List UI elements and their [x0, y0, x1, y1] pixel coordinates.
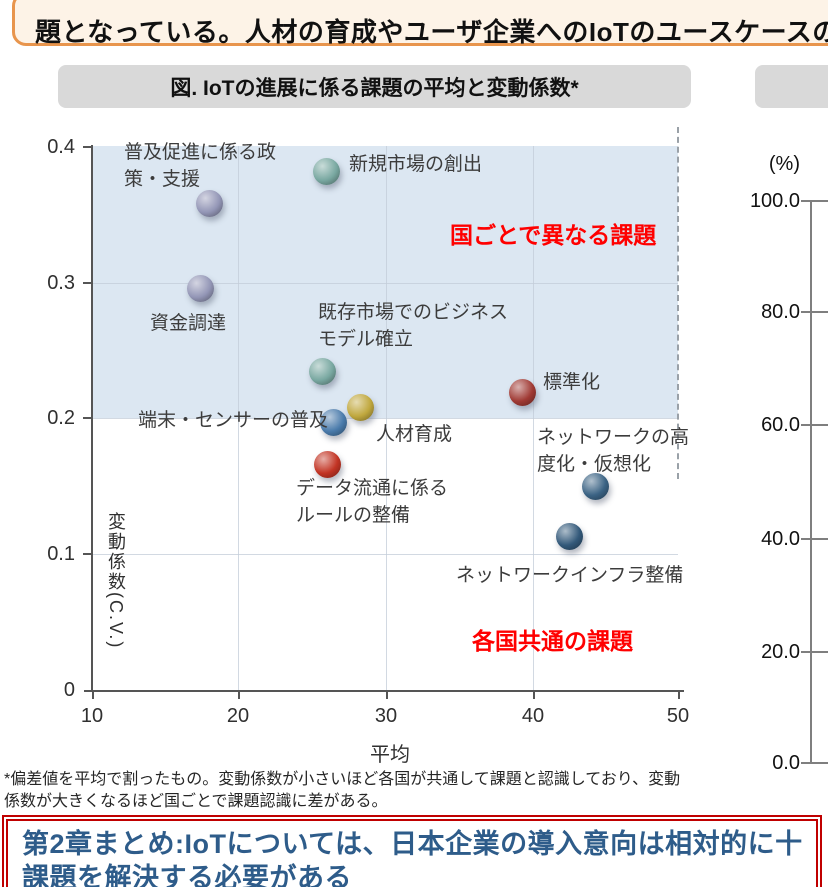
y-tick-label: 0.2: [47, 407, 75, 429]
summary-box-inner-border: 第2章まとめ:IoTについては、日本企業の導入意向は相対的に十 課題を解決する必…: [6, 819, 818, 887]
point-label: 普及促進に係る政 策・支援: [124, 142, 277, 190]
point-label: ネットワークインフラ整備: [456, 565, 684, 586]
point-label: ネットワークの高 度化・仮想化: [537, 427, 690, 475]
y-tick-label: 0.4: [47, 136, 75, 158]
right-chart-tick: [801, 651, 828, 653]
x-tick: [92, 691, 94, 699]
x-tick: [678, 691, 680, 699]
x-tick: [533, 691, 535, 699]
right-chart-tick: [801, 762, 828, 764]
y-tick: [83, 146, 92, 148]
y-tick-label: 0.3: [47, 272, 75, 294]
grid-line-h: [93, 418, 678, 419]
figure-title-box-right-partial: [755, 65, 828, 108]
y-axis-line: [91, 145, 93, 691]
x-tick-label: 20: [226, 705, 250, 727]
scatter-point: [308, 358, 336, 386]
figure-title-box: 図. IoTの進展に係る課題の平均と変動係数*: [58, 65, 691, 108]
point-label: 新規市場の創出: [349, 154, 483, 175]
annotation-common-issues: 各国共通の課題: [472, 628, 633, 654]
top-banner-text: 題となっている。人材の育成やユーザ企業へのIoTのユースケースの: [35, 17, 828, 47]
annotation-country-specific-issues: 国ごとで異なる課題: [450, 222, 657, 248]
x-tick: [386, 691, 388, 699]
scatter-point: [314, 450, 342, 478]
right-chart-tick: [801, 311, 828, 313]
y-tick: [83, 553, 92, 555]
right-chart-tick: [801, 424, 828, 426]
x-tick-label: 10: [80, 705, 104, 727]
point-label: 人材育成: [376, 424, 453, 445]
point-label: 端末・センサーの普及: [138, 410, 329, 431]
right-chart-tick-label: 0.0: [772, 752, 800, 774]
scatter-point: [312, 158, 340, 186]
footnote: *偏差値を平均で割ったもの。変動係数が小さいほど各国が共通して課題と認識しており…: [4, 771, 681, 810]
right-chart-tick-label: 60.0: [761, 414, 800, 436]
top-banner: 題となっている。人材の育成やユーザ企業へのIoTのユースケースの: [12, 0, 828, 47]
y-tick-label: 0: [63, 679, 75, 701]
scatter-point: [195, 189, 223, 217]
right-chart-y-axis-line: [810, 200, 812, 764]
scatter-point: [186, 275, 214, 303]
x-tick-label: 40: [521, 705, 545, 727]
scatter-point: [320, 408, 348, 436]
x-tick-label: 30: [374, 705, 398, 727]
x-axis-line: [84, 690, 684, 692]
scatter-point: [509, 378, 537, 406]
scatter-point: [582, 472, 610, 500]
grid-line-h: [93, 554, 678, 555]
scatter-point: [556, 522, 584, 550]
point-label: データ流通に係る ルールの整備: [296, 478, 449, 526]
right-chart-tick: [801, 538, 828, 540]
x-tick-label: 50: [666, 705, 690, 727]
point-label: 資金調達: [150, 313, 227, 334]
right-chart-tick-label: 80.0: [761, 301, 800, 323]
x-axis-title: 平均: [370, 744, 410, 766]
y-axis-title: 変動係数(C.V.): [106, 512, 126, 650]
y-tick: [83, 282, 92, 284]
crop-boundary-dashed-line: [677, 127, 679, 479]
right-chart-tick-label: 100.0: [749, 190, 800, 212]
right-chart-tick-label: 40.0: [761, 528, 800, 550]
point-label: 標準化: [543, 372, 601, 393]
figure-title: 図. IoTの進展に係る課題の平均と変動係数*: [170, 76, 579, 100]
x-tick: [238, 691, 240, 699]
summary-text: 第2章まとめ:IoTについては、日本企業の導入意向は相対的に十 課題を解決する必…: [22, 829, 803, 887]
scatter-point: [346, 393, 374, 421]
point-label: 既存市場でのビジネス モデル確立: [318, 302, 509, 350]
y-tick: [83, 417, 92, 419]
grid-line-h: [93, 283, 678, 284]
summary-box: 第2章まとめ:IoTについては、日本企業の導入意向は相対的に十 課題を解決する必…: [2, 815, 822, 887]
right-chart-tick-label: 20.0: [761, 641, 800, 663]
right-chart-tick: [801, 200, 828, 202]
y-tick-label: 0.1: [47, 543, 75, 565]
right-chart-unit-label: (%): [768, 153, 800, 175]
